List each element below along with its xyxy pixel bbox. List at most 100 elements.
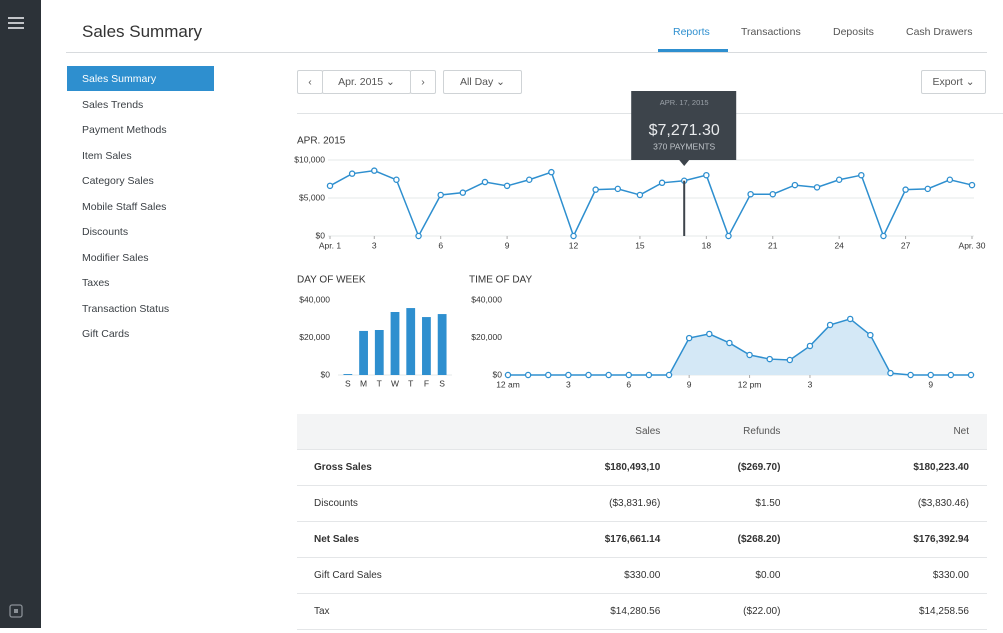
point	[524, 371, 532, 379]
tab[interactable]: Cash Drawers	[906, 26, 973, 38]
point	[565, 371, 572, 379]
period-select[interactable]: Apr. 2015 ⌄	[322, 70, 411, 94]
period: Apr. 2015	[338, 76, 384, 88]
cell: $180,493,10	[504, 449, 661, 486]
cell: $14,280.56	[504, 593, 661, 630]
range-select[interactable]: All Day ⌄	[443, 70, 522, 94]
x-tick-label: 12 pm	[738, 379, 762, 389]
tab[interactable]: Deposits	[833, 26, 874, 38]
y-tick-label: $0	[316, 230, 326, 240]
tab[interactable]: Transactions	[741, 26, 801, 38]
export-button[interactable]: Export ⌄	[921, 70, 986, 94]
next-button[interactable]: ›	[410, 70, 436, 94]
x-tick-label: 15	[635, 240, 645, 250]
logo-icon	[9, 604, 23, 618]
point	[786, 356, 794, 364]
sidebar-icons	[8, 17, 24, 618]
table-row: Gross Sales $180,493,10 ($269.70) $180,223.…	[297, 449, 987, 486]
point	[592, 186, 599, 193]
y-tick-label: $20,000	[471, 332, 502, 342]
line	[508, 318, 971, 376]
nav-item[interactable]: Sales Summary	[82, 73, 157, 85]
export: Export	[932, 76, 963, 88]
point	[946, 176, 954, 184]
spacer	[297, 521, 314, 558]
nav-item[interactable]: Discounts	[82, 226, 129, 238]
cell: ($22.00)	[660, 593, 781, 630]
table-header: Sales Refunds Net	[297, 414, 987, 450]
point	[769, 190, 777, 198]
cell: $180,223.40	[780, 449, 987, 486]
x-tick-label: S	[345, 378, 351, 388]
cell: ($3,830.46)	[780, 485, 987, 522]
nav-item[interactable]: Modifier Sales	[82, 251, 149, 264]
nav-item[interactable]: Gift Cards	[82, 328, 130, 340]
point	[967, 371, 975, 379]
point	[605, 371, 612, 379]
point	[726, 339, 733, 347]
tooltip-title: APR. 17, 2015	[660, 98, 709, 107]
point	[585, 371, 592, 379]
point	[685, 334, 693, 342]
x-tick-label: 9	[505, 240, 510, 250]
point	[665, 371, 673, 379]
logo-dot	[14, 609, 18, 613]
x-tick-label: 9	[928, 379, 933, 389]
x-tick-label: M	[360, 378, 367, 388]
x-tick-label: 27	[901, 240, 911, 250]
point	[887, 369, 894, 377]
point	[503, 182, 511, 190]
point	[545, 371, 552, 379]
point	[747, 190, 754, 198]
chart-title: DAY OF WEEK	[297, 275, 366, 286]
tooltip-arrow	[679, 160, 690, 166]
point	[348, 170, 356, 177]
y-tick-label: $0	[493, 369, 503, 379]
point	[806, 342, 814, 350]
point	[570, 232, 577, 240]
point	[393, 176, 400, 184]
spacer	[297, 593, 314, 630]
point	[867, 331, 874, 339]
point	[625, 371, 633, 379]
bar	[374, 330, 384, 375]
column-header: Net	[780, 414, 987, 450]
y-tick-label: $20,000	[299, 332, 330, 342]
x-tick-label: 18	[702, 240, 712, 250]
tab[interactable]: Reports	[673, 26, 710, 38]
chart-title: TIME OF DAY	[469, 275, 532, 286]
row-label: Gross Sales	[314, 449, 505, 486]
point	[437, 191, 444, 199]
point	[658, 179, 666, 187]
x-tick-label: 6	[438, 240, 443, 250]
nav-item[interactable]: Item Sales	[82, 149, 132, 162]
x-tick-label: 3	[566, 379, 571, 389]
cell: $176,661.14	[504, 521, 661, 558]
point	[813, 184, 821, 191]
spacer	[297, 557, 314, 594]
cell: $330.00	[780, 557, 987, 594]
area	[508, 318, 971, 375]
point	[826, 321, 834, 329]
point	[415, 232, 422, 240]
nav-item[interactable]: Taxes	[82, 277, 110, 289]
cell: $1.50	[660, 485, 781, 522]
x-tick-label: T	[377, 378, 382, 388]
point	[907, 371, 914, 379]
table-row: Net Sales $176,661.14 ($268.20) $176,392.94	[297, 521, 987, 558]
nav-item[interactable]: Sales Trends	[82, 98, 144, 111]
row-label: Discounts	[314, 485, 505, 522]
menu-icon[interactable]	[8, 17, 24, 29]
bar	[437, 314, 447, 375]
x-tick-label: 3	[808, 379, 813, 389]
nav-item[interactable]: Transaction Status	[82, 302, 170, 315]
table-row: Tax $14,280.56 ($22.00) $14,258.56	[297, 593, 987, 630]
bar	[359, 330, 368, 375]
nav-item[interactable]: Category Sales	[82, 175, 154, 187]
nav-item[interactable]: Mobile Staff Sales	[82, 200, 167, 213]
y-tick-label: $10,000	[294, 154, 325, 164]
x-tick-label: T	[408, 378, 413, 388]
point	[846, 315, 854, 323]
nav-item[interactable]: Payment Methods	[82, 124, 167, 136]
